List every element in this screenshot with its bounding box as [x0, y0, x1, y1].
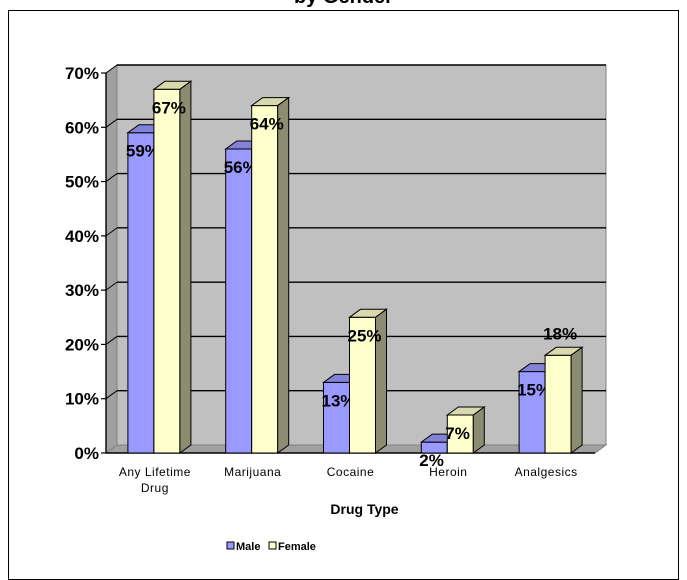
bar-side-female: [179, 80, 192, 454]
gridline-side: [105, 281, 118, 291]
data-label: 56%: [224, 158, 258, 177]
y-tick-label: 0%: [74, 444, 99, 463]
bar-male: [323, 381, 350, 454]
data-label: 13%: [322, 391, 356, 410]
y-tick-label: 70%: [65, 64, 99, 83]
bar-side-female: [472, 406, 485, 454]
y-tick-label: 20%: [65, 335, 99, 354]
y-tick-label: 50%: [65, 173, 99, 192]
bar-side-female: [277, 96, 290, 454]
legend-label: Male: [236, 541, 260, 553]
y-tick-label: 40%: [65, 227, 99, 246]
data-label: 25%: [348, 326, 382, 345]
data-label: 67%: [152, 98, 186, 117]
gridline-side: [105, 64, 118, 74]
x-category-label: Cocaine: [327, 465, 375, 479]
y-tick-label: 60%: [65, 118, 99, 137]
y-tick-label: 10%: [65, 390, 99, 409]
bar-male: [225, 148, 253, 454]
x-category-label: Heroin: [429, 465, 467, 479]
data-label: 18%: [543, 324, 577, 343]
x-category-label: Any Lifetime: [119, 465, 191, 479]
gridline-side: [105, 173, 118, 182]
gridline-side: [105, 336, 118, 345]
bar-female: [153, 88, 181, 454]
data-label: 7%: [445, 424, 470, 443]
data-label: 2%: [419, 451, 444, 470]
bar-male: [127, 132, 155, 454]
gridline-side: [105, 118, 118, 128]
legend-swatch: [268, 541, 277, 550]
data-label: 15%: [517, 381, 551, 400]
x-axis-title: Drug Type: [330, 501, 398, 517]
data-label: 59%: [126, 142, 160, 161]
bar-side-female: [375, 308, 387, 454]
x-category-label: Marijuana: [224, 465, 281, 479]
x-category-label: Analgesics: [515, 465, 578, 479]
x-category-label: Drug: [141, 481, 169, 495]
bar-male: [518, 371, 546, 454]
legend-swatch: [226, 541, 235, 550]
legend-label: Female: [278, 541, 316, 553]
gridline-side: [105, 390, 118, 400]
bar-female: [446, 414, 474, 454]
bar-female: [544, 354, 572, 454]
bar-side-female: [570, 346, 583, 454]
bar-female: [251, 105, 279, 454]
y-tick-label: 30%: [65, 281, 99, 300]
chart-title: by Gender: [0, 0, 687, 9]
data-label: 64%: [250, 115, 284, 134]
gridline-side: [105, 227, 118, 237]
